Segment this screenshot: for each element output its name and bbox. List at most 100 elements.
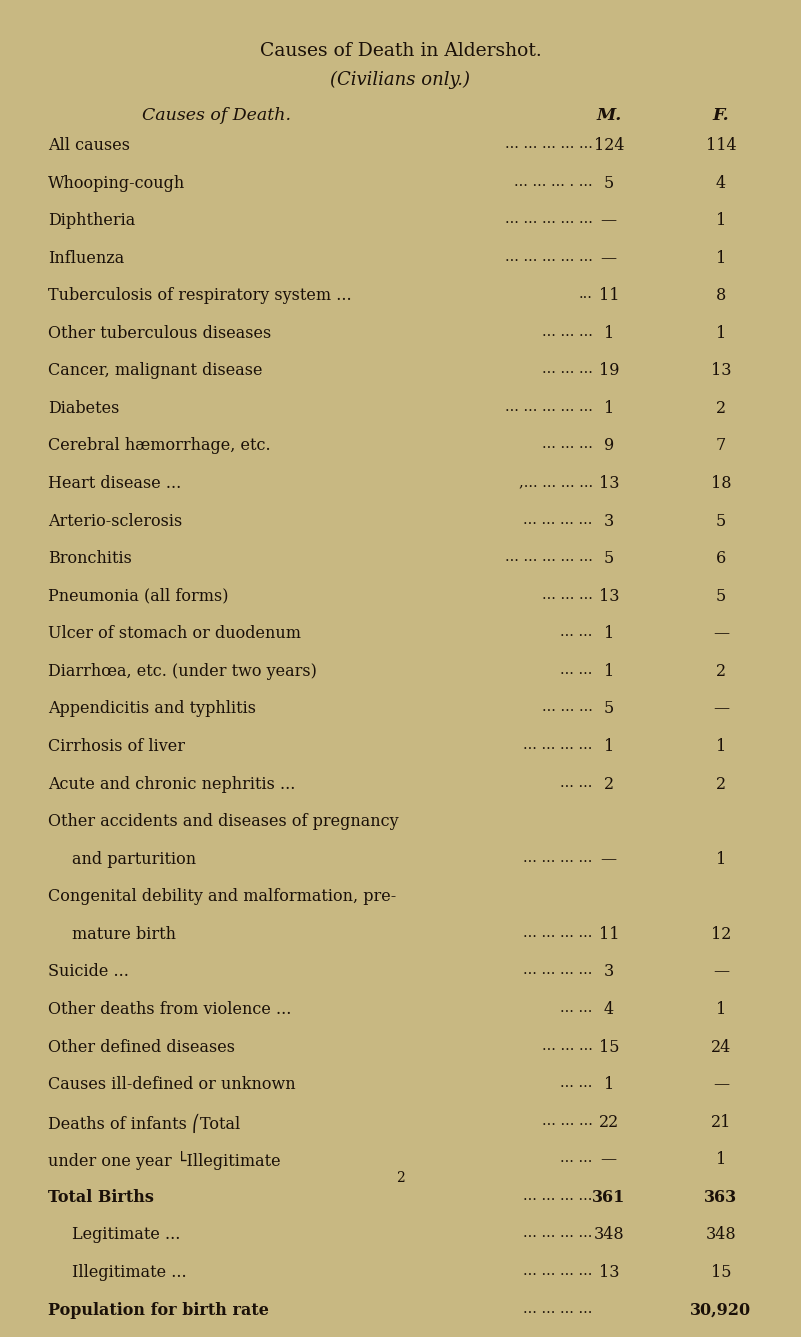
Text: 1: 1: [716, 250, 726, 266]
Text: 1: 1: [604, 738, 614, 755]
Text: F.: F.: [713, 107, 729, 123]
Text: —: —: [713, 964, 729, 980]
Text: Causes of Death in Aldershot.: Causes of Death in Aldershot.: [260, 43, 541, 60]
Text: 7: 7: [716, 437, 726, 455]
Text: Cerebral hæmorrhage, etc.: Cerebral hæmorrhage, etc.: [48, 437, 271, 455]
Text: ... ...: ... ...: [561, 1151, 593, 1166]
Text: ... ... ... ... ...: ... ... ... ... ...: [505, 136, 593, 151]
Text: Bronchitis: Bronchitis: [48, 551, 132, 567]
Text: and parturition: and parturition: [72, 850, 196, 868]
Text: 6: 6: [716, 551, 726, 567]
Text: Influenza: Influenza: [48, 250, 124, 266]
Text: —: —: [601, 250, 617, 266]
Text: Causes of Death.: Causes of Death.: [142, 107, 291, 123]
Text: ... ... ...: ... ... ...: [541, 437, 593, 452]
Text: 2: 2: [396, 1171, 405, 1185]
Text: 5: 5: [604, 701, 614, 718]
Text: Diphtheria: Diphtheria: [48, 213, 135, 229]
Text: —: —: [601, 850, 617, 868]
Text: 363: 363: [704, 1189, 738, 1206]
Text: ... ... ... ...: ... ... ... ...: [523, 927, 593, 940]
Text: 21: 21: [710, 1114, 731, 1131]
Text: 15: 15: [710, 1263, 731, 1281]
Text: 9: 9: [604, 437, 614, 455]
Text: 5: 5: [716, 588, 726, 604]
Text: ... ... ... ... ...: ... ... ... ... ...: [505, 213, 593, 226]
Text: ,... ... ... ...: ,... ... ... ...: [518, 475, 593, 489]
Text: Diarrhœa, etc. (under two years): Diarrhœa, etc. (under two years): [48, 663, 317, 681]
Text: Suicide ...: Suicide ...: [48, 964, 129, 980]
Text: 1: 1: [604, 400, 614, 417]
Text: All causes: All causes: [48, 136, 130, 154]
Text: 1: 1: [716, 213, 726, 229]
Text: 15: 15: [598, 1039, 619, 1056]
Text: under one year └Illegitimate: under one year └Illegitimate: [48, 1151, 280, 1170]
Text: M.: M.: [596, 107, 622, 123]
Text: 18: 18: [710, 475, 731, 492]
Text: (Civilians only.): (Civilians only.): [331, 71, 470, 88]
Text: 348: 348: [706, 1226, 736, 1243]
Text: —: —: [601, 213, 617, 229]
Text: ... ... ...: ... ... ...: [541, 1114, 593, 1127]
Text: Other tuberculous diseases: Other tuberculous diseases: [48, 325, 272, 342]
Text: ... ... ... ... ...: ... ... ... ... ...: [505, 551, 593, 564]
Text: 114: 114: [706, 136, 736, 154]
Text: —: —: [713, 626, 729, 642]
Text: 1: 1: [604, 663, 614, 681]
Text: 11: 11: [598, 927, 619, 943]
Text: ... ...: ... ...: [561, 1076, 593, 1090]
Text: ... ... ...: ... ... ...: [541, 588, 593, 602]
Text: 3: 3: [604, 512, 614, 529]
Text: —: —: [713, 701, 729, 718]
Text: Deaths of infants ⎛Total: Deaths of infants ⎛Total: [48, 1114, 240, 1132]
Text: Cancer, malignant disease: Cancer, malignant disease: [48, 362, 263, 380]
Text: 1: 1: [716, 1151, 726, 1169]
Text: Acute and chronic nephritis ...: Acute and chronic nephritis ...: [48, 775, 296, 793]
Text: 11: 11: [598, 287, 619, 305]
Text: Illegitimate ...: Illegitimate ...: [72, 1263, 187, 1281]
Text: ... ...: ... ...: [561, 626, 593, 639]
Text: Ulcer of stomach or duodenum: Ulcer of stomach or duodenum: [48, 626, 301, 642]
Text: ... ... ... ...: ... ... ... ...: [523, 964, 593, 977]
Text: 1: 1: [604, 325, 614, 342]
Text: 30,920: 30,920: [690, 1302, 751, 1318]
Text: 1: 1: [716, 1001, 726, 1017]
Text: Legitimate ...: Legitimate ...: [72, 1226, 180, 1243]
Text: 361: 361: [592, 1189, 626, 1206]
Text: 2: 2: [604, 775, 614, 793]
Text: Cirrhosis of liver: Cirrhosis of liver: [48, 738, 185, 755]
Text: —: —: [713, 1076, 729, 1094]
Text: 1: 1: [604, 1076, 614, 1094]
Text: 4: 4: [716, 175, 726, 191]
Text: 4: 4: [604, 1001, 614, 1017]
Text: Appendicitis and typhlitis: Appendicitis and typhlitis: [48, 701, 256, 718]
Text: 22: 22: [598, 1114, 619, 1131]
Text: 1: 1: [716, 738, 726, 755]
Text: 13: 13: [710, 362, 731, 380]
Text: Whooping-cough: Whooping-cough: [48, 175, 185, 191]
Text: Diabetes: Diabetes: [48, 400, 119, 417]
Text: 13: 13: [598, 1263, 619, 1281]
Text: 124: 124: [594, 136, 624, 154]
Text: Arterio-sclerosis: Arterio-sclerosis: [48, 512, 183, 529]
Text: ... ...: ... ...: [561, 1001, 593, 1015]
Text: Pneumonia (all forms): Pneumonia (all forms): [48, 588, 228, 604]
Text: —: —: [601, 1151, 617, 1169]
Text: ... ... ... ... ...: ... ... ... ... ...: [505, 250, 593, 263]
Text: 12: 12: [710, 927, 731, 943]
Text: Total Births: Total Births: [48, 1189, 154, 1206]
Text: ... ... ...: ... ... ...: [541, 701, 593, 714]
Text: 13: 13: [598, 588, 619, 604]
Text: ... ... ... . ...: ... ... ... . ...: [514, 175, 593, 189]
Text: ... ...: ... ...: [561, 663, 593, 677]
Text: 19: 19: [598, 362, 619, 380]
Text: Population for birth rate: Population for birth rate: [48, 1302, 269, 1318]
Text: Other accidents and diseases of pregnancy: Other accidents and diseases of pregnanc…: [48, 813, 399, 830]
Text: 2: 2: [716, 663, 726, 681]
Text: 1: 1: [604, 626, 614, 642]
Text: ... ... ... ...: ... ... ... ...: [523, 1226, 593, 1241]
Text: ... ... ...: ... ... ...: [541, 362, 593, 376]
Text: 5: 5: [604, 551, 614, 567]
Text: ... ... ... ...: ... ... ... ...: [523, 850, 593, 865]
Text: Heart disease ...: Heart disease ...: [48, 475, 181, 492]
